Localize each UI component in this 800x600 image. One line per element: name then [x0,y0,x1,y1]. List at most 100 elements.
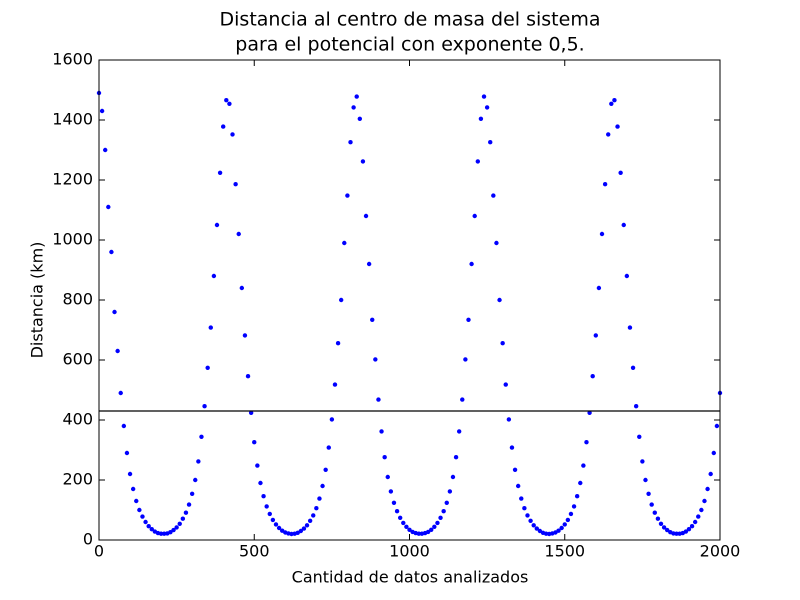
point [633,404,639,409]
point [239,285,245,291]
point [202,404,207,409]
point [276,525,282,531]
point [674,531,679,536]
point [208,325,213,330]
point [503,382,508,387]
y-tick-label: 200 [62,470,93,489]
point [407,527,412,532]
point [252,440,257,445]
point [214,222,220,228]
point [112,309,117,315]
point [373,357,378,362]
point [609,101,614,107]
point [447,489,453,494]
point [186,502,192,507]
point [180,516,186,521]
point [351,105,356,110]
point [267,511,272,517]
point [370,317,375,322]
point [571,504,577,509]
chart-title: para el potencial con exponente 0,5. [235,34,584,56]
point [497,297,502,303]
point [342,240,347,246]
x-tick-label: 0 [94,542,104,561]
x-axis-label: Cantidad de datos analizados [292,568,529,587]
point [466,317,471,322]
point [469,261,474,267]
point [248,410,254,415]
point [702,498,707,504]
point [689,524,695,529]
point [565,517,571,523]
point [463,357,468,362]
point [637,434,642,439]
point [385,474,390,480]
point [528,518,533,523]
point [146,524,151,529]
point [193,477,198,483]
point [602,182,608,187]
point [568,511,574,517]
point [255,463,260,468]
point [258,480,263,486]
y-tick-label: 0 [83,530,93,549]
point [590,374,595,379]
point [363,213,369,219]
point [298,528,304,534]
point [475,159,481,164]
point [118,390,123,396]
point [397,515,403,520]
point [109,249,114,255]
point [714,423,720,429]
point [264,504,269,509]
point [494,240,499,246]
point [357,116,363,122]
point [217,170,223,175]
point [643,477,648,483]
point [559,525,564,531]
point [435,520,440,526]
point [416,531,422,536]
point [137,507,142,513]
point [307,518,313,523]
point [158,531,164,536]
point [438,515,443,520]
point [655,516,661,521]
point [593,333,598,338]
point [314,506,319,511]
point [450,474,456,480]
point [696,514,701,519]
point [174,525,179,530]
point [522,506,527,511]
point [686,527,692,532]
point [196,459,201,464]
point [665,527,670,533]
point [578,480,583,486]
point [143,519,148,525]
point [562,522,567,527]
point [124,450,130,456]
point [472,213,477,219]
point [500,341,505,346]
point [596,285,602,291]
point [612,98,617,103]
point [646,491,651,496]
point [335,341,341,346]
point [441,509,446,514]
point [360,159,366,164]
point [382,455,387,460]
point [453,455,459,460]
point [332,382,338,387]
x-tick-label: 1500 [544,542,585,561]
point [270,517,276,523]
point [345,193,350,198]
point [338,297,344,303]
point [615,124,620,129]
point [705,486,710,492]
point [481,94,487,99]
point [103,147,108,153]
point [205,365,210,370]
point [115,348,120,354]
x-tick-label: 500 [239,542,270,561]
